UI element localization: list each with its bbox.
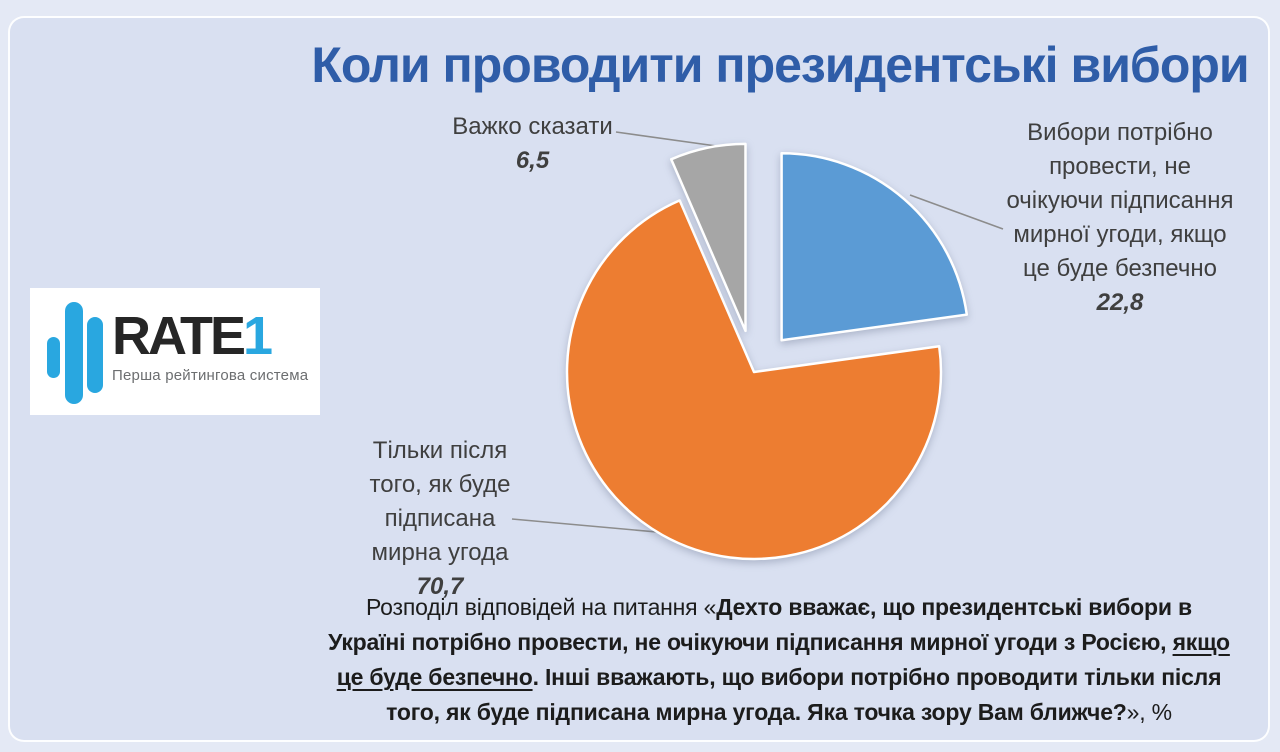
- label-text: Важко сказати: [452, 113, 613, 140]
- logo-rate: RATE: [112, 306, 246, 366]
- label-value: 70,7: [416, 573, 464, 600]
- page-title: Коли проводити президентські вибори: [311, 37, 1249, 93]
- logo-text: RATE1 Перша рейтингова система: [112, 308, 312, 384]
- label-text: очікуючи підписання: [1006, 187, 1234, 214]
- caption-segment: Дехто вважає, що президентські вибори в: [716, 594, 1192, 620]
- logo-wordmark: RATE1: [112, 308, 312, 364]
- label-value: 22,8: [1096, 289, 1144, 316]
- pie-label-after-peace-deal: Тільки після того, як буде підписана мир…: [345, 434, 535, 604]
- label-text: мирної угоди, якщо: [1013, 221, 1227, 248]
- label-text: Тільки після: [372, 437, 508, 464]
- logo-one: 1: [243, 306, 273, 366]
- label-text: того, як буде: [369, 471, 511, 498]
- rate1-logo: RATE1 Перша рейтингова система: [30, 288, 320, 415]
- equalizer-bars-icon: [47, 302, 103, 404]
- caption-segment: якщо: [1172, 629, 1230, 655]
- caption-segment: того, як буде підписана мирна угода. Яка…: [386, 699, 1127, 725]
- caption-segment: . Інші вважають, що вибори потрібно пров…: [532, 664, 1222, 690]
- caption-line: це буде безпечно. Інші вважають, що вибо…: [298, 660, 1260, 695]
- caption-segment: », %: [1126, 699, 1172, 725]
- logo-tagline: Перша рейтингова система: [112, 367, 309, 384]
- label-text: підписана: [384, 505, 496, 532]
- label-text: це буде безпечно: [1023, 255, 1217, 282]
- pie-slice-0: [780, 152, 969, 342]
- caption-line: того, як буде підписана мирна угода. Яка…: [298, 695, 1260, 730]
- label-text: провести, не: [1049, 153, 1191, 180]
- caption-line: Україні потрібно провести, не очікуючи п…: [298, 625, 1260, 660]
- pie-label-hold-elections: Вибори потрібно провести, не очікуючи пі…: [985, 116, 1255, 320]
- label-value: 6,5: [515, 147, 550, 174]
- caption-segment: Розподіл відповідей на питання «: [366, 594, 717, 620]
- label-text: мирна угода: [371, 539, 509, 566]
- pie-slice-1: [565, 199, 943, 561]
- caption: Розподіл відповідей на питання «Дехто вв…: [298, 590, 1260, 730]
- label-text: Вибори потрібно: [1027, 119, 1213, 146]
- pie-label-hard-to-say: Важко сказати 6,5: [440, 110, 625, 178]
- pie-slice-2: [669, 142, 747, 333]
- leader-line: [511, 518, 669, 534]
- caption-line: Розподіл відповідей на питання «Дехто вв…: [298, 590, 1260, 625]
- leader-line: [909, 194, 1004, 230]
- caption-segment: це буде безпечно: [336, 664, 533, 690]
- caption-segment: Україні потрібно провести, не очікуючи п…: [328, 629, 1173, 655]
